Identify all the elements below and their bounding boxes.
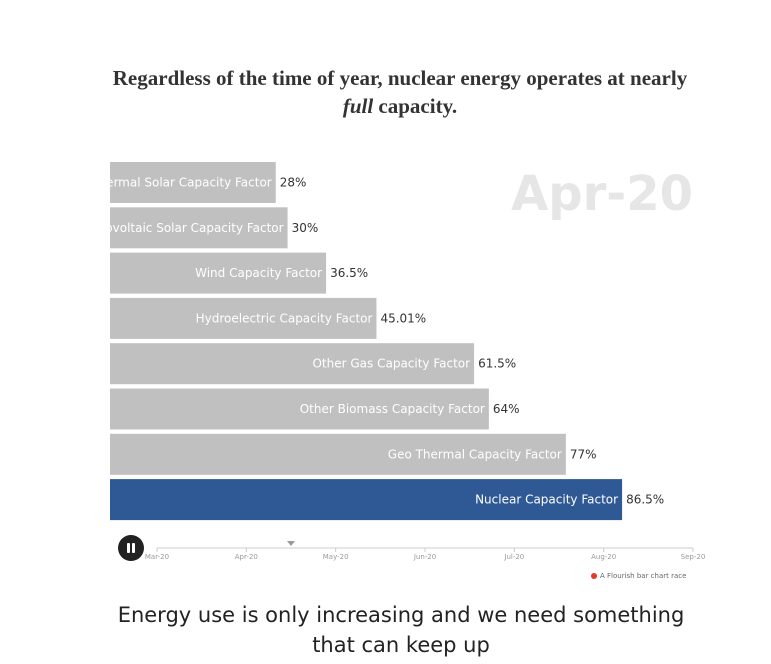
bar-group: Other Biomass Capacity Factor 64% xyxy=(110,388,520,430)
bar-category-label: Other Gas Capacity Factor xyxy=(312,357,470,371)
bar-category-label: Nuclear Capacity Factor xyxy=(475,493,618,507)
timeline-tick-label: Apr-20 xyxy=(235,553,258,561)
bar-category-label: Geo Thermal Capacity Factor xyxy=(388,447,562,461)
bar-group: Wind Capacity Factor 36.5% xyxy=(110,252,368,294)
timeline-tick-label: Sep-20 xyxy=(681,553,706,561)
chart-title: Regardless of the time of year, nuclear … xyxy=(100,64,700,120)
bar xyxy=(110,433,566,475)
timeline-tick-label: Jun-20 xyxy=(413,553,436,561)
bar-value-label: 45.01% xyxy=(380,311,426,325)
bar xyxy=(110,162,276,203)
bar-value-label: 28% xyxy=(280,176,307,190)
bar-group: Geo Thermal Capacity Factor 77% xyxy=(110,433,597,475)
bar-group: Photovoltaic Solar Capacity Factor 30% xyxy=(78,207,319,249)
bar xyxy=(110,388,489,430)
pause-button[interactable] xyxy=(118,535,144,561)
pause-icon xyxy=(127,543,130,553)
bar-group: Nuclear Capacity Factor 86.5% xyxy=(110,479,664,521)
bar-group: Hydroelectric Capacity Factor 45.01% xyxy=(110,297,426,339)
credit-text: A Flourish bar chart race xyxy=(600,572,687,580)
title-text-end: capacity. xyxy=(373,94,458,118)
bar-value-label: 86.5% xyxy=(626,493,664,507)
bar-value-label: 30% xyxy=(292,221,319,235)
bar-value-label: 64% xyxy=(493,402,520,416)
timeline-tick-label: Mar-20 xyxy=(145,553,169,561)
bar-value-label: 61.5% xyxy=(478,357,516,371)
flourish-credit[interactable]: A Flourish bar chart race xyxy=(591,572,686,580)
timeline-position-marker[interactable] xyxy=(287,541,295,546)
flourish-logo-icon xyxy=(591,573,597,579)
timeline-tick-label: Aug-20 xyxy=(591,553,616,561)
timeline-tick-label: Jul-20 xyxy=(503,553,524,561)
bar-category-label: Hydroelectric Capacity Factor xyxy=(196,311,373,325)
title-emphasis: full xyxy=(342,94,374,118)
bar-value-label: 36.5% xyxy=(330,266,368,280)
footer-caption: Energy use is only increasing and we nee… xyxy=(117,603,685,657)
bar-group: Other Gas Capacity Factor 61.5% xyxy=(110,343,516,385)
bar-group: Thermal Solar Capacity Factor 28% xyxy=(90,162,307,203)
pause-icon-bar xyxy=(132,543,135,553)
bar xyxy=(110,479,623,521)
current-date-display: Apr-20 xyxy=(511,166,693,222)
bar xyxy=(110,343,475,385)
bar-category-label: Other Biomass Capacity Factor xyxy=(300,402,485,416)
bar xyxy=(110,252,327,294)
bar-category-label: Thermal Solar Capacity Factor xyxy=(90,176,272,190)
bar-category-label: Photovoltaic Solar Capacity Factor xyxy=(78,221,283,235)
bar xyxy=(110,297,377,339)
bar-value-label: 77% xyxy=(570,447,597,461)
timeline-tick-label: May-20 xyxy=(323,553,349,561)
bar-chart-race: Apr-20 Thermal Solar Capacity Factor 28% P… xyxy=(78,162,706,561)
title-text: Regardless of the time of year, nuclear … xyxy=(112,66,688,90)
bar-category-label: Wind Capacity Factor xyxy=(195,266,322,280)
bar xyxy=(110,207,288,249)
